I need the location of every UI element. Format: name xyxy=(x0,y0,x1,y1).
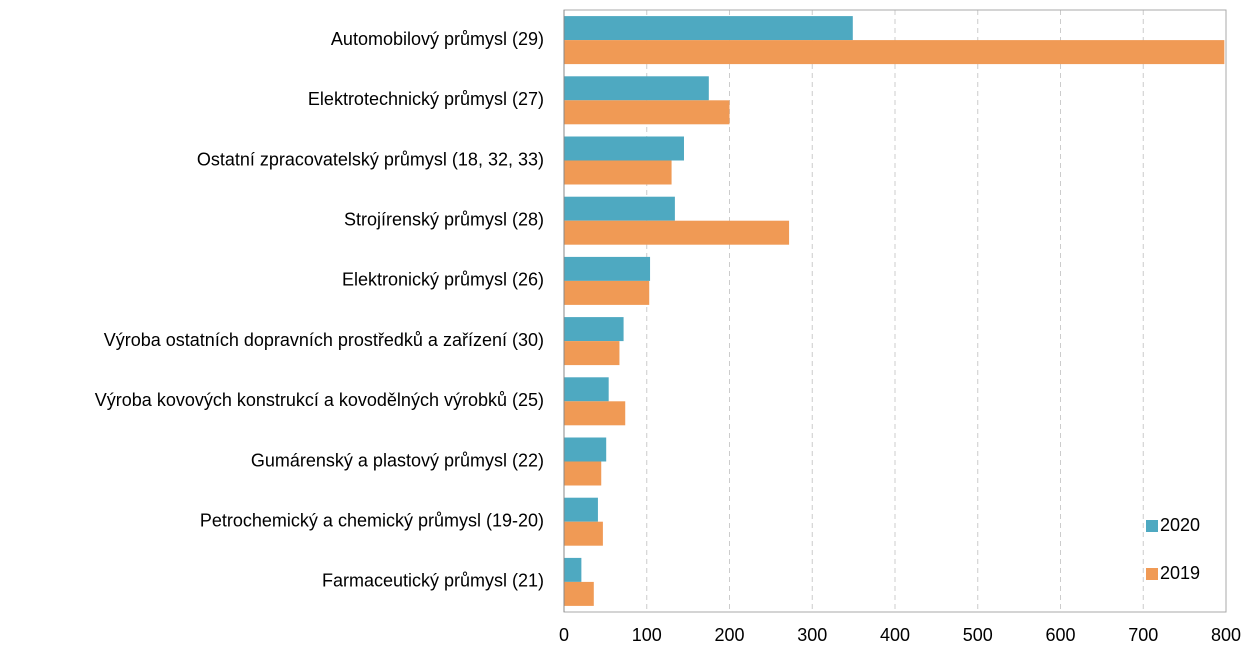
bar xyxy=(564,521,603,546)
bar xyxy=(564,196,675,221)
x-tick-label: 0 xyxy=(559,625,569,645)
y-tick-label: Automobilový průmysl (29) xyxy=(331,29,544,49)
legend-label: 2019 xyxy=(1160,563,1200,583)
bar xyxy=(564,497,598,522)
y-tick-label: Elektronický průmysl (26) xyxy=(342,270,544,290)
bar xyxy=(564,437,607,462)
bar xyxy=(564,256,651,281)
bar xyxy=(564,377,609,402)
x-tick-label: 700 xyxy=(1128,625,1158,645)
bar xyxy=(564,76,709,101)
x-tick-label: 800 xyxy=(1211,625,1241,645)
y-tick-label: Farmaceutický průmysl (21) xyxy=(322,571,544,591)
y-tick-label: Petrochemický a chemický průmysl (19-20) xyxy=(200,510,544,530)
bar xyxy=(564,220,790,245)
x-tick-label: 400 xyxy=(880,625,910,645)
bar xyxy=(564,40,1225,65)
bar xyxy=(564,280,650,305)
x-tick-label: 200 xyxy=(714,625,744,645)
y-tick-label: Ostatní zpracovatelský průmysl (18, 32, … xyxy=(197,149,544,169)
bar xyxy=(564,341,620,366)
y-tick-label: Výroba kovových konstrukcí a kovodělných… xyxy=(95,390,544,410)
y-tick-label: Elektrotechnický průmysl (27) xyxy=(308,89,544,109)
legend-label: 2020 xyxy=(1160,515,1200,535)
x-tick-label: 500 xyxy=(963,625,993,645)
y-tick-label: Gumárenský a plastový průmysl (22) xyxy=(251,450,544,470)
bar xyxy=(564,581,594,606)
bar xyxy=(564,160,672,185)
legend-swatch xyxy=(1146,568,1158,580)
x-tick-label: 300 xyxy=(797,625,827,645)
bar xyxy=(564,136,684,161)
y-tick-label: Výroba ostatních dopravních prostředků a… xyxy=(104,330,544,350)
bar xyxy=(564,401,626,426)
bar xyxy=(564,557,582,582)
bar xyxy=(564,317,624,342)
x-tick-label: 100 xyxy=(632,625,662,645)
y-tick-label: Strojírenský průmysl (28) xyxy=(344,209,544,229)
bar xyxy=(564,16,853,41)
bar xyxy=(564,100,730,125)
x-tick-label: 600 xyxy=(1045,625,1075,645)
legend-swatch xyxy=(1146,520,1158,532)
bar xyxy=(564,461,602,486)
